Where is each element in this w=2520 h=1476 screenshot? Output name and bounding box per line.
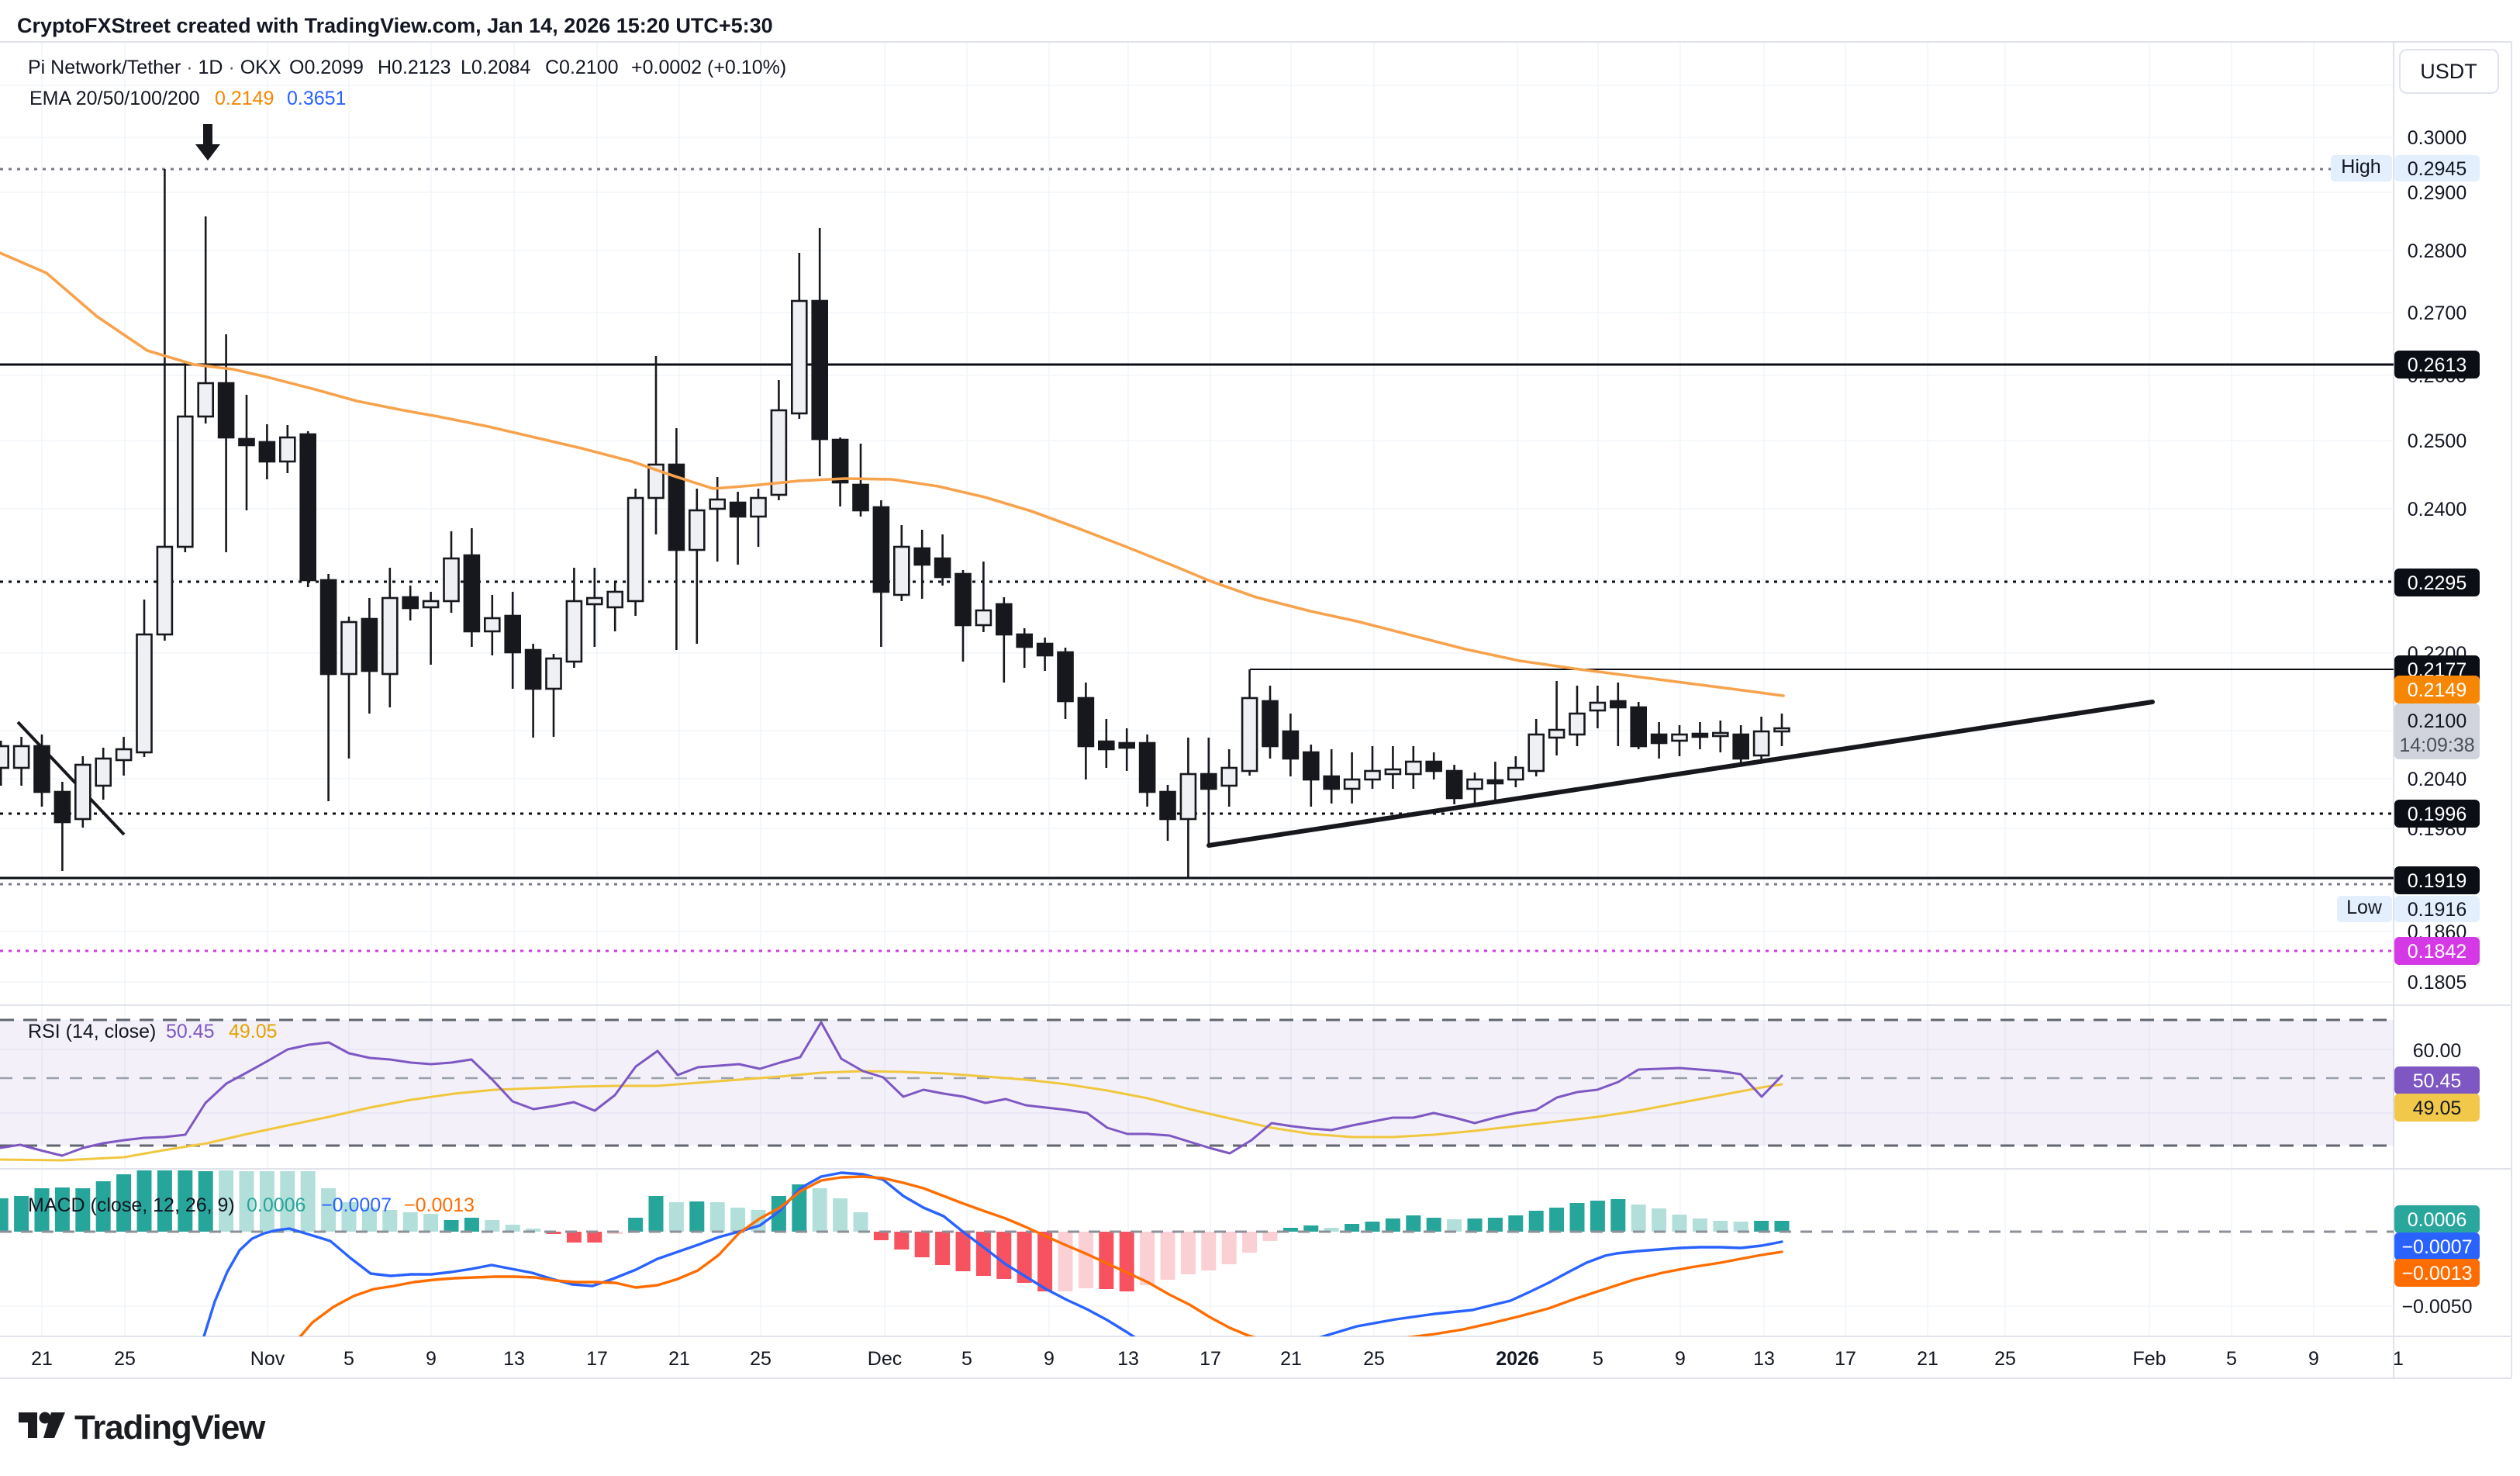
svg-text:TradingView: TradingView (74, 1409, 266, 1447)
svg-text:13: 13 (503, 1348, 525, 1370)
svg-text:0.2149: 0.2149 (2408, 679, 2466, 701)
svg-text:60.00: 60.00 (2413, 1040, 2462, 1062)
svg-text:0.2040: 0.2040 (2408, 769, 2466, 790)
svg-text:0.2295: 0.2295 (2408, 572, 2466, 594)
svg-text:1: 1 (2393, 1348, 2404, 1370)
svg-text:21: 21 (31, 1348, 53, 1370)
svg-text:0.1842: 0.1842 (2408, 941, 2466, 963)
svg-text:0.1805: 0.1805 (2408, 972, 2466, 994)
svg-text:9: 9 (1675, 1348, 1686, 1370)
svg-text:50.45: 50.45 (166, 1021, 215, 1042)
svg-text:5: 5 (2226, 1348, 2237, 1370)
svg-text:0.3651: 0.3651 (287, 88, 346, 109)
svg-text:0.2945: 0.2945 (2408, 158, 2466, 180)
svg-text:0.2613: 0.2613 (2408, 354, 2466, 376)
svg-text:0.2700: 0.2700 (2408, 302, 2466, 324)
svg-text:C0.2100: C0.2100 (545, 57, 619, 78)
svg-text:0.2100: 0.2100 (2408, 710, 2466, 732)
svg-text:5: 5 (1593, 1348, 1603, 1370)
svg-text:High: High (2341, 156, 2380, 178)
svg-text:9: 9 (2308, 1348, 2319, 1370)
svg-text:Feb: Feb (2132, 1348, 2166, 1370)
svg-text:0.1916: 0.1916 (2408, 899, 2466, 921)
svg-text:0.2800: 0.2800 (2408, 240, 2466, 262)
svg-text:25: 25 (114, 1348, 136, 1370)
svg-text:0.2500: 0.2500 (2408, 430, 2466, 452)
svg-text:5: 5 (343, 1348, 354, 1370)
svg-text:50.45: 50.45 (2413, 1070, 2462, 1092)
svg-text:O0.2099: O0.2099 (289, 57, 364, 78)
svg-text:13: 13 (1117, 1348, 1139, 1370)
svg-text:MACD (close, 12, 26, 9): MACD (close, 12, 26, 9) (28, 1194, 235, 1216)
svg-text:CryptoFXStreet created with Tr: CryptoFXStreet created with TradingView.… (17, 14, 773, 37)
svg-text:EMA 20/50/100/200: EMA 20/50/100/200 (29, 88, 200, 109)
svg-text:−0.0007: −0.0007 (321, 1194, 392, 1216)
svg-text:Dec: Dec (868, 1348, 902, 1370)
svg-text:Pi Network/Tether · 1D · OKX: Pi Network/Tether · 1D · OKX (28, 57, 281, 78)
svg-text:0.0006: 0.0006 (2408, 1209, 2466, 1231)
svg-text:49.05: 49.05 (2413, 1097, 2462, 1119)
svg-text:Low: Low (2346, 897, 2383, 918)
svg-text:−0.0013: −0.0013 (404, 1194, 475, 1216)
svg-text:5: 5 (961, 1348, 972, 1370)
svg-text:17: 17 (1200, 1348, 1221, 1370)
svg-text:−0.0013: −0.0013 (2401, 1263, 2472, 1284)
svg-text:9: 9 (426, 1348, 437, 1370)
svg-text:25: 25 (750, 1348, 772, 1370)
svg-text:9: 9 (1044, 1348, 1055, 1370)
svg-text:21: 21 (668, 1348, 690, 1370)
svg-text:0.2400: 0.2400 (2408, 499, 2466, 520)
svg-text:0.0006: 0.0006 (247, 1194, 306, 1216)
svg-text:2026: 2026 (1496, 1348, 1539, 1370)
svg-text:L0.2084: L0.2084 (461, 57, 530, 78)
svg-text:0.2149: 0.2149 (215, 88, 274, 109)
svg-text:0.3000: 0.3000 (2408, 127, 2466, 149)
svg-text:0.2900: 0.2900 (2408, 182, 2466, 204)
svg-text:H0.2123: H0.2123 (378, 57, 451, 78)
svg-text:−0.0050: −0.0050 (2401, 1296, 2472, 1318)
svg-text:0.1919: 0.1919 (2408, 870, 2466, 892)
svg-text:RSI (14, close): RSI (14, close) (28, 1021, 156, 1042)
svg-text:21: 21 (1917, 1348, 1938, 1370)
svg-text:+0.0002 (+0.10%): +0.0002 (+0.10%) (631, 57, 786, 78)
svg-text:Nov: Nov (250, 1348, 285, 1370)
svg-text:0.1996: 0.1996 (2408, 804, 2466, 825)
svg-text:17: 17 (586, 1348, 608, 1370)
svg-text:25: 25 (1363, 1348, 1385, 1370)
svg-text:21: 21 (1280, 1348, 1302, 1370)
svg-text:14:09:38: 14:09:38 (2399, 735, 2474, 756)
svg-text:49.05: 49.05 (229, 1021, 278, 1042)
svg-text:13: 13 (1753, 1348, 1775, 1370)
svg-text:17: 17 (1835, 1348, 1856, 1370)
svg-text:−0.0007: −0.0007 (2401, 1236, 2472, 1258)
svg-text:25: 25 (1994, 1348, 2016, 1370)
svg-text:USDT: USDT (2420, 60, 2477, 83)
